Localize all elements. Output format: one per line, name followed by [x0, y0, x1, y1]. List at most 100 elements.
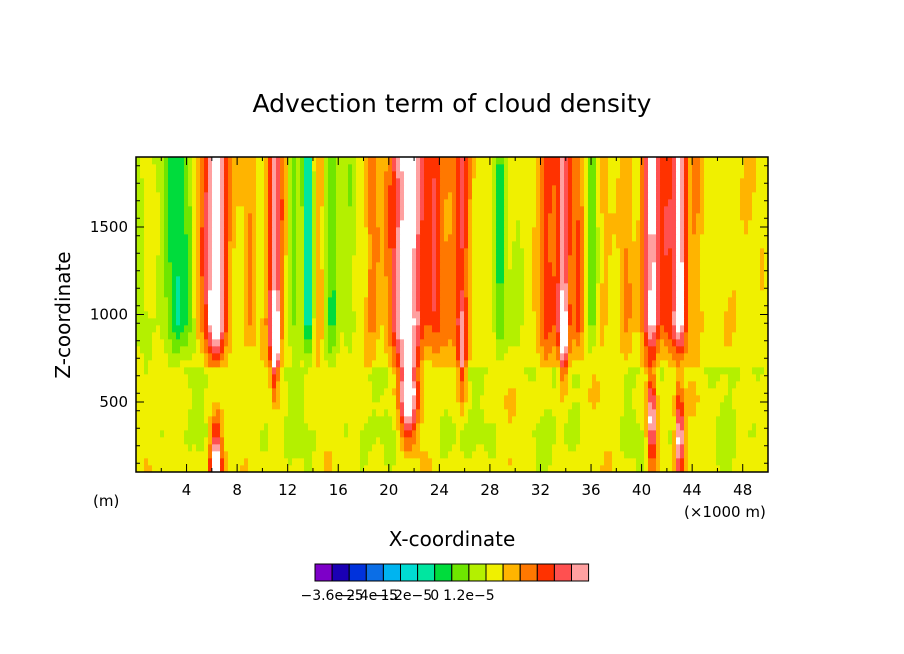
heatmap-cell: [148, 416, 153, 424]
heatmap-cell: [140, 444, 145, 452]
heatmap-cell: [160, 318, 165, 326]
heatmap-cell: [164, 444, 169, 452]
heatmap-cell: [188, 325, 193, 333]
heatmap-cell: [288, 297, 293, 305]
heatmap-cell: [428, 297, 433, 305]
heatmap-cell: [232, 465, 237, 473]
heatmap-cell: [352, 304, 357, 312]
heatmap-cell: [412, 290, 417, 298]
heatmap-cell: [424, 416, 429, 424]
heatmap-cell: [176, 451, 181, 459]
heatmap-cell: [668, 290, 673, 298]
heatmap-cell: [644, 416, 649, 424]
heatmap-cell: [508, 283, 513, 291]
heatmap-cell: [312, 451, 317, 459]
heatmap-cell: [416, 353, 421, 361]
heatmap-cell: [420, 339, 425, 347]
heatmap-cell: [472, 451, 477, 459]
heatmap-cell: [380, 318, 385, 326]
heatmap-cell: [264, 430, 269, 438]
heatmap-cell: [476, 444, 481, 452]
heatmap-cell: [180, 262, 185, 270]
heatmap-cell: [568, 290, 573, 298]
heatmap-cell: [244, 409, 249, 417]
heatmap-cell: [544, 353, 549, 361]
heatmap-cell: [480, 423, 485, 431]
heatmap-cell: [288, 353, 293, 361]
heatmap-cell: [612, 444, 617, 452]
heatmap-cell: [268, 297, 273, 305]
heatmap-cell: [320, 262, 325, 270]
heatmap-cell: [488, 346, 493, 354]
heatmap-cell: [664, 437, 669, 445]
heatmap-cell: [640, 388, 645, 396]
heatmap-cell: [576, 290, 581, 298]
heatmap-cell: [452, 416, 457, 424]
heatmap-cell: [300, 381, 305, 389]
heatmap-cell: [400, 339, 405, 347]
heatmap-cell: [380, 381, 385, 389]
heatmap-cell: [296, 444, 301, 452]
heatmap-cell: [456, 332, 461, 340]
heatmap-cell: [544, 388, 549, 396]
heatmap-cell: [328, 269, 333, 277]
heatmap-cell: [608, 381, 613, 389]
heatmap-cell: [456, 444, 461, 452]
heatmap-cell: [492, 311, 497, 319]
heatmap-cell: [556, 276, 561, 284]
heatmap-cell: [620, 444, 625, 452]
heatmap-cell: [412, 269, 417, 277]
heatmap-cell: [396, 423, 401, 431]
heatmap-cell: [400, 297, 405, 305]
heatmap-cell: [208, 269, 213, 277]
heatmap-cell: [308, 290, 313, 298]
heatmap-cell: [612, 276, 617, 284]
heatmap-cell: [244, 423, 249, 431]
heatmap-cell: [760, 318, 765, 326]
heatmap-cell: [488, 388, 493, 396]
heatmap-cell: [284, 346, 289, 354]
heatmap-cell: [336, 269, 341, 277]
heatmap-cell: [496, 465, 501, 473]
heatmap-cell: [232, 262, 237, 270]
heatmap-cell: [448, 262, 453, 270]
heatmap-cell: [372, 437, 377, 445]
heatmap-cell: [676, 395, 681, 403]
heatmap-cell: [336, 297, 341, 305]
heatmap-cell: [180, 423, 185, 431]
heatmap-cell: [636, 360, 641, 368]
heatmap-cell: [588, 276, 593, 284]
heatmap-cell: [488, 325, 493, 333]
heatmap-cell: [260, 416, 265, 424]
heatmap-cell: [136, 346, 141, 354]
heatmap-cell: [204, 325, 209, 333]
heatmap-cell: [704, 465, 709, 473]
heatmap-cell: [536, 409, 541, 417]
heatmap-cell: [628, 395, 633, 403]
heatmap-cell: [200, 409, 205, 417]
heatmap-cell: [204, 402, 209, 410]
heatmap-cell: [200, 451, 205, 459]
heatmap-cell: [592, 423, 597, 431]
heatmap-cell: [276, 458, 281, 466]
heatmap-cell: [320, 402, 325, 410]
heatmap-cell: [612, 262, 617, 270]
heatmap-cell: [392, 269, 397, 277]
heatmap-cell: [616, 339, 621, 347]
heatmap-cell: [744, 430, 749, 438]
heatmap-cell: [584, 388, 589, 396]
heatmap-cell: [332, 318, 337, 326]
heatmap-cell: [208, 304, 213, 312]
heatmap-cell: [584, 360, 589, 368]
heatmap-cell: [364, 325, 369, 333]
heatmap-cell: [348, 318, 353, 326]
heatmap-cell: [340, 374, 345, 382]
heatmap-cell: [656, 353, 661, 361]
heatmap-cell: [188, 276, 193, 284]
heatmap-cell: [236, 332, 241, 340]
heatmap-cell: [452, 290, 457, 298]
heatmap-cell: [744, 318, 749, 326]
heatmap-cell: [540, 458, 545, 466]
heatmap-cell: [404, 276, 409, 284]
heatmap-cell: [148, 465, 153, 473]
